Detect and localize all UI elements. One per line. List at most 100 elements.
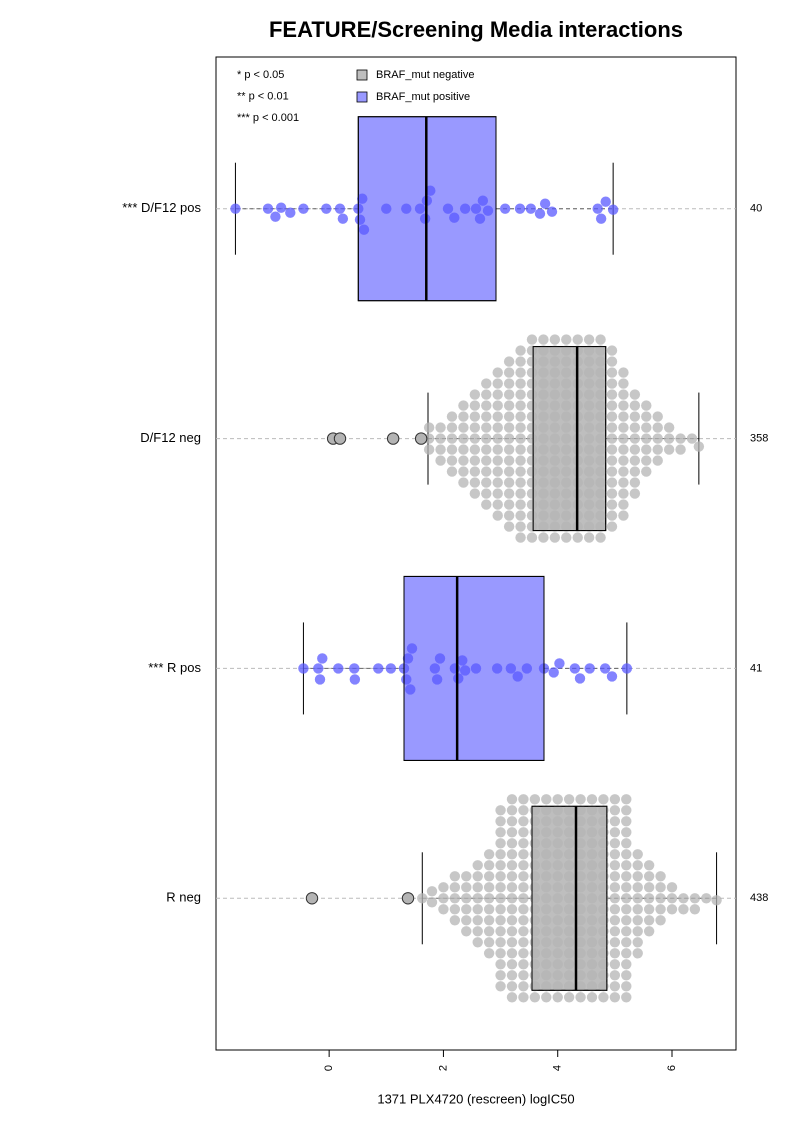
data-point [595,411,606,422]
data-point [481,400,492,411]
data-point [595,389,606,400]
data-point [285,207,296,218]
data-point [595,444,606,455]
data-point [518,926,529,937]
data-point [526,477,538,488]
data-point [652,433,663,444]
data-point [595,433,606,444]
data-point [492,378,503,389]
data-point [586,871,598,882]
data-point [506,838,518,849]
data-point [459,203,471,214]
data-point [575,948,586,959]
data-point [563,794,575,805]
data-point [652,422,663,433]
data-point [575,926,586,937]
data-point [549,444,561,455]
data-point [609,838,621,849]
data-point [563,805,575,816]
data-point [506,981,518,992]
data-point [461,871,472,882]
data-point [561,356,572,367]
data-point [663,444,675,455]
data-point [481,477,492,488]
data-point [541,871,552,882]
data-point [552,849,563,860]
data-point [618,433,629,444]
data-point [506,970,518,981]
data-point [552,937,563,948]
significance-key: *** p < 0.001 [237,112,299,124]
data-point [609,849,621,860]
data-point [563,981,575,992]
data-point [538,455,549,466]
data-point [621,849,632,860]
data-point [506,849,518,860]
data-point [469,466,481,477]
data-point [385,663,397,674]
data-point [609,805,621,816]
data-point [499,203,511,214]
data-point [541,904,552,915]
data-point [529,816,541,827]
data-point [518,849,529,860]
data-point [541,882,552,893]
data-point [632,849,643,860]
data-point [505,663,517,674]
data-point [495,926,506,937]
data-point [438,882,449,893]
data-point [483,871,495,882]
data-point [349,674,361,685]
data-point [583,378,595,389]
data-point [459,665,471,676]
data-point [529,915,541,926]
data-point [534,208,546,219]
data-point [583,499,595,510]
data-point [663,433,675,444]
data-point [621,871,632,882]
data-point [632,926,643,937]
data-point [425,185,436,196]
data-point [563,959,575,970]
data-point [641,422,652,433]
data-point [552,871,563,882]
data-point [561,389,572,400]
data-point [586,959,598,970]
data-point [583,422,595,433]
data-point [618,455,629,466]
data-point [600,196,611,207]
data-point [483,893,495,904]
data-point [595,488,606,499]
data-point [632,948,643,959]
data-point [598,904,609,915]
data-point [470,203,482,214]
data-point [586,937,598,948]
data-point [526,532,538,543]
data-point [586,904,598,915]
data-point [666,904,678,915]
data-point [552,959,563,970]
data-point [655,871,666,882]
data-point [492,422,503,433]
data-point [563,860,575,871]
data-point [435,433,446,444]
data-point [552,882,563,893]
data-point [381,203,392,214]
data-point [609,959,621,970]
data-point [552,838,563,849]
data-point [606,455,618,466]
data-point [401,203,412,214]
data-point [549,422,561,433]
data-point [472,915,483,926]
data-point [469,422,481,433]
data-point [606,356,618,367]
data-point [618,466,629,477]
data-point [641,433,652,444]
data-point [495,882,506,893]
data-point [575,904,586,915]
data-point [641,411,652,422]
data-point [632,904,643,915]
data-point [515,422,526,433]
data-point [575,860,586,871]
data-point [618,389,629,400]
